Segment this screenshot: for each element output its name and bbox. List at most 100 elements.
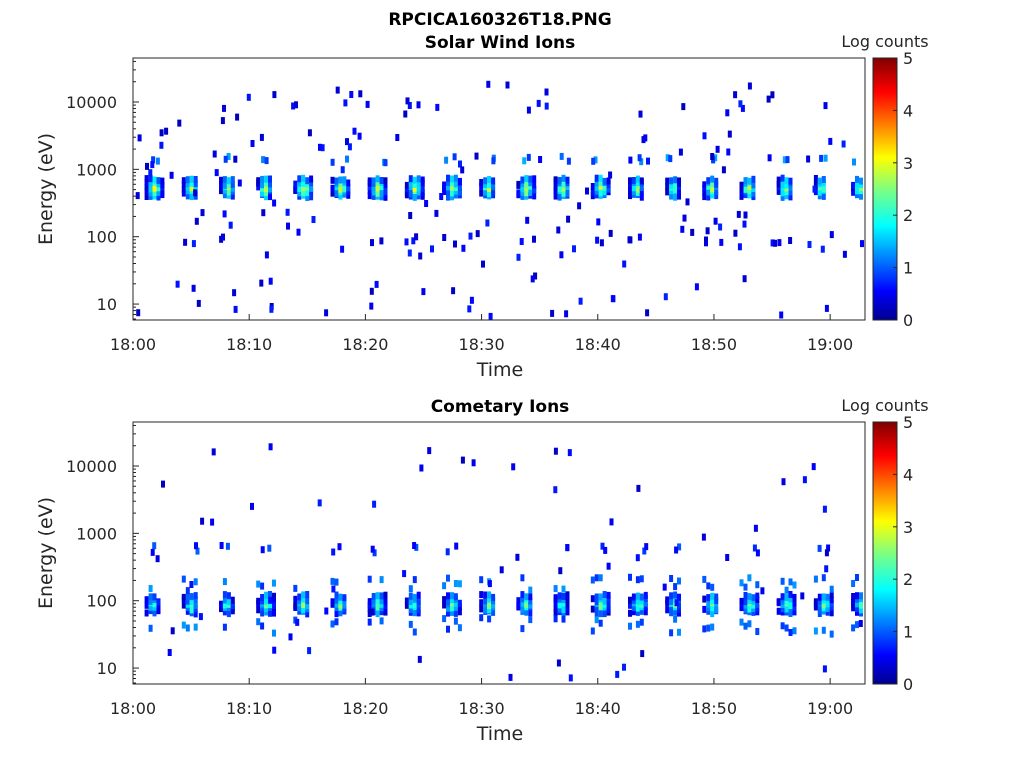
spectrogram-cell (677, 177, 681, 185)
spectrogram-cell (852, 158, 856, 166)
spectrogram-cell (859, 606, 863, 614)
spectrogram-cell (677, 187, 681, 195)
spectrogram-cell (822, 505, 827, 513)
spectrogram-cell (491, 187, 496, 195)
spectrogram-cell (491, 177, 496, 185)
spectrogram-cell (297, 593, 302, 601)
spectrogram-cell (374, 280, 379, 288)
spectrogram-cell (295, 618, 300, 626)
spectrogram-cell (144, 596, 149, 604)
spectrogram-cell (457, 608, 462, 616)
spectrogram-cell (673, 615, 678, 623)
spectrogram-cell (414, 233, 419, 241)
spectrogram-cell (452, 153, 457, 161)
y-axis-label: Energy (eV) (35, 497, 57, 609)
spectrogram-cell (825, 604, 830, 612)
spectrogram-cell (821, 185, 826, 193)
spectrogram-cell (320, 144, 325, 152)
spectrogram-cell (383, 185, 388, 193)
spectrogram-cell (747, 177, 752, 185)
spectrogram-cell (673, 185, 678, 193)
spectrogram-cell (144, 175, 149, 183)
spectrogram-cell (337, 543, 342, 551)
colorbar-tick-label: 3 (903, 154, 913, 173)
spectrogram-cell (305, 610, 310, 618)
spectrogram-cell (706, 188, 711, 196)
spectrogram-cell (404, 181, 409, 189)
spectrogram-cell (193, 592, 198, 600)
spectrogram-cell (144, 179, 149, 186)
spectrogram-cell (379, 617, 384, 625)
spectrogram-cell (669, 629, 674, 637)
spectrogram-cell (185, 624, 190, 632)
spectrogram-cell (446, 625, 450, 633)
spectrogram-cell (305, 194, 310, 201)
spectrogram-cell (375, 189, 380, 197)
spectrogram-cell (383, 598, 388, 606)
spectrogram-cell (260, 594, 265, 601)
spectrogram-cell (591, 157, 596, 165)
spectrogram-cell (260, 622, 265, 630)
spectrogram-cell (715, 145, 720, 153)
spectrogram-cell (755, 604, 760, 612)
spectrogram-cell (706, 182, 711, 190)
spectrogram-cell (479, 576, 484, 584)
spectrogram-cell (446, 174, 450, 182)
spectrogram-cell (156, 193, 161, 201)
spectrogram-cell (193, 176, 198, 183)
spectrogram-cell (446, 178, 450, 186)
colorbar-tick-label: 2 (903, 206, 913, 225)
spectrogram-cell (784, 177, 789, 185)
spectrogram-cell (673, 591, 678, 599)
spectrogram-cell (511, 463, 516, 471)
spectrogram-cell (272, 592, 276, 600)
spectrogram-cell (226, 181, 231, 189)
spectrogram-cell (272, 609, 276, 617)
spectrogram-cell (821, 601, 826, 609)
spectrogram-cell (379, 597, 384, 605)
spectrogram-cell (817, 192, 822, 200)
spectrogram-cell (788, 183, 793, 191)
spectrogram-cell (553, 608, 558, 616)
spectrogram-cell (725, 109, 730, 117)
spectrogram-cell (365, 100, 370, 108)
spectrogram-cell (427, 447, 432, 455)
spectrogram-cell (566, 157, 571, 165)
spectrogram-cell (259, 279, 264, 287)
spectrogram-cell (446, 574, 450, 582)
spectrogram-cell (760, 587, 765, 595)
spectrogram-cell (445, 548, 450, 556)
spectrogram-cell (532, 181, 537, 189)
spectrogram-cell (479, 614, 484, 622)
spectrogram-cell (860, 240, 864, 248)
spectrogram-cell (331, 585, 336, 593)
spectrogram-cell (230, 184, 235, 192)
spectrogram-cell (268, 277, 273, 285)
spectrogram-cell (565, 544, 570, 552)
spectrogram-cell (674, 599, 679, 607)
spectrogram-cell (260, 189, 265, 197)
spectrogram-cell (817, 597, 822, 605)
spectrogram-cell (559, 251, 564, 259)
spectrogram-cell (755, 581, 760, 589)
spectrogram-cell (713, 217, 718, 225)
spectrogram-cell (345, 155, 349, 163)
x-tick-label: 18:30 (459, 699, 505, 718)
spectrogram-cell (338, 593, 343, 601)
spectrogram-cell (367, 601, 372, 609)
spectrogram-cell (222, 591, 227, 599)
spectrogram-cell (250, 502, 254, 510)
spectrogram-cell (264, 175, 269, 183)
spectrogram-cell (181, 177, 186, 185)
spectrogram-cell (851, 593, 856, 600)
spectrogram-cell (412, 184, 417, 192)
spectrogram-cell (297, 179, 302, 187)
spectrogram-cell (606, 185, 611, 193)
spectrogram-cell (334, 600, 339, 608)
spectrogram-cell (726, 148, 731, 156)
spectrogram-cell (181, 621, 186, 629)
spectrogram-cell (408, 606, 413, 613)
spectrogram-cell (487, 189, 492, 197)
spectrogram-cell (669, 181, 674, 189)
spectrogram-cell (155, 157, 160, 165)
